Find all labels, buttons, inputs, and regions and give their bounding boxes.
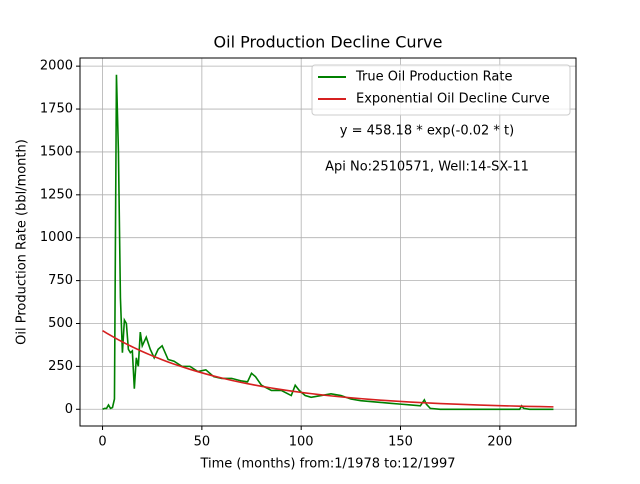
x-tick-label: 200 [487,435,512,450]
y-tick-label: 1500 [40,144,73,159]
legend-box [311,64,571,116]
x-tick-label: 50 [194,435,211,450]
x-tick-label: 150 [388,435,413,450]
data-line [102,329,554,408]
y-tick-label: 500 [48,316,73,331]
y-tick-label: 750 [48,273,73,288]
legend-label: Exponential Oil Decline Curve [356,92,550,107]
y-tick-label: 0 [65,402,73,417]
y-tick-label: 1250 [40,187,73,202]
y-tick-label: 2000 [40,59,73,74]
y-axis-label: Oil Production Rate (bbl/month) [15,139,30,345]
x-tick-label: 100 [289,435,314,450]
y-tick-label: 1000 [40,230,73,245]
plot-frame [79,57,577,427]
x-axis-label: Time (months) from:1/1978 to:12/1997 [199,457,455,472]
annotation: y = 458.18 * exp(-0.02 * t) [340,124,514,139]
legend-label: True Oil Production Rate [355,70,512,85]
y-tick-label: 1750 [40,102,73,117]
data-line [102,74,554,411]
annotation: Api No:2510571, Well:14-SX-11 [325,160,529,175]
chart-title: Oil Production Decline Curve [214,33,443,52]
x-tick-label: 0 [98,435,106,450]
y-tick-label: 250 [48,359,73,374]
